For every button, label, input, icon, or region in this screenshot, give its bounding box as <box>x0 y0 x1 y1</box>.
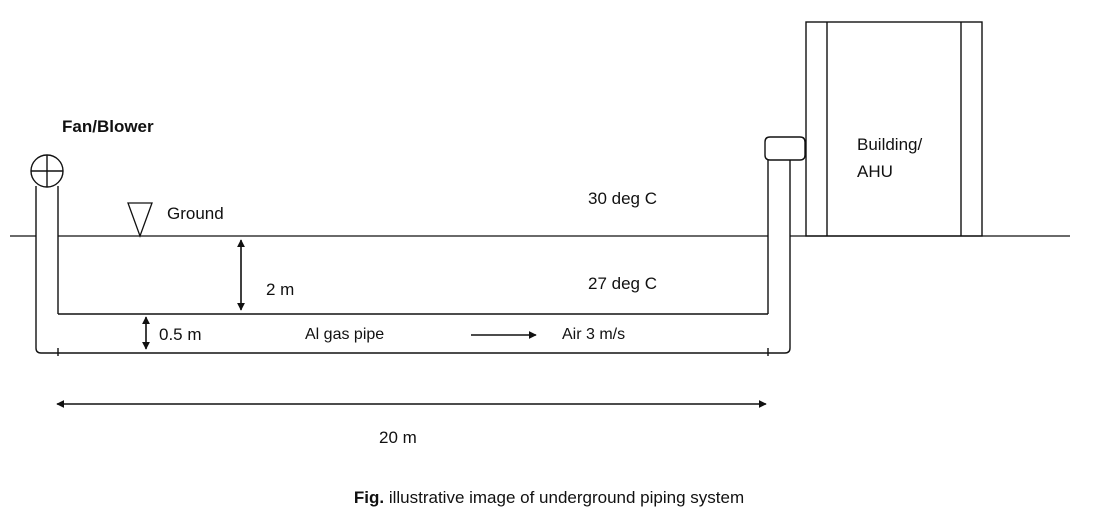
fan-blower-label: Fan/Blower <box>62 117 154 136</box>
air-flow-label: Air 3 m/s <box>562 326 625 343</box>
inverted-triangle-icon <box>127 202 153 238</box>
circle-cross-icon <box>30 154 64 188</box>
caption-text: illustrative image of underground piping… <box>384 488 745 507</box>
right-riser-pipe <box>767 160 791 356</box>
underground-pipe <box>57 313 768 356</box>
pipe-elbow <box>764 136 806 161</box>
depth-label: 2 m <box>266 280 294 299</box>
caption-prefix: Fig. <box>353 488 385 507</box>
building-label-line1: Building/ <box>857 135 922 154</box>
pipe-material-label: Al gas pipe <box>305 326 384 343</box>
left-riser-pipe <box>35 186 59 354</box>
figure-caption: Fig. illustrative image of underground p… <box>0 488 1098 508</box>
building-block <box>805 21 983 237</box>
depth-temperature-label: 27 deg C <box>588 274 657 293</box>
building-label-line2: AHU <box>857 162 893 181</box>
pipe-diameter-label: 0.5 m <box>159 325 202 344</box>
ground-label: Ground <box>167 204 224 223</box>
surface-temperature-label: 30 deg C <box>588 189 657 208</box>
length-label: 20 m <box>379 428 417 447</box>
